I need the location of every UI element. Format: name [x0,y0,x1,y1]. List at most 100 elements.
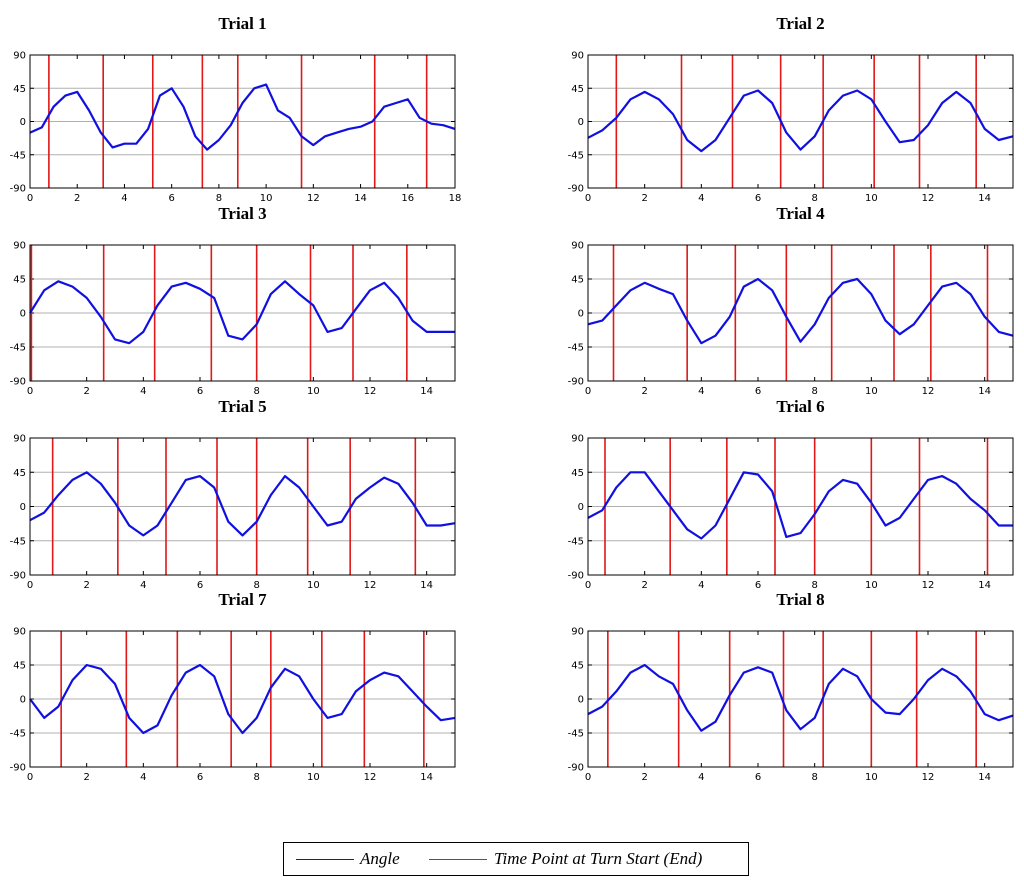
y-tick-label: 90 [13,241,26,252]
x-tick-label: 10 [865,580,878,591]
angle-series-line [29,83,456,151]
angle-series-line [29,663,456,735]
x-tick-label: 2 [641,580,647,591]
y-tick-label: 90 [13,434,26,445]
x-tick-label: 0 [27,580,33,591]
trial-panel: Trial 2 -90 -45 0 45 90 0 2 4 6 8 10 12 14 [568,14,1014,204]
y-tick-label: 90 [571,627,584,638]
y-tick-label: 45 [571,275,584,286]
plot-frame [29,630,456,768]
angle-series-line [29,280,455,345]
legend-angle-label: Angle [360,849,400,868]
x-tick-label: 10 [307,580,320,591]
x-tick-label: 4 [121,193,127,204]
x-tick-label: 4 [698,193,704,204]
chart-title: Trial 1 [218,14,266,33]
x-tick-label: 4 [698,386,704,397]
x-tick-label: 10 [865,193,878,204]
y-tick-label: 0 [578,117,584,128]
x-tick-label: 0 [585,386,591,397]
y-tick-label: 0 [20,117,26,128]
x-tick-label: 4 [698,772,704,783]
trial-panel: Trial 8 -90 -45 0 45 90 0 2 4 6 8 10 12 14 [568,590,1014,783]
x-tick-label: 4 [140,772,146,783]
y-tick-label: 0 [20,502,26,513]
x-tick-label: 6 [755,193,761,204]
y-tick-label: -90 [10,763,26,774]
y-tick-label: 90 [571,241,584,252]
x-tick-label: 8 [811,580,817,591]
y-tick-label: -90 [568,763,584,774]
chart-title: Trial 5 [218,397,266,416]
y-tick-label: -45 [568,729,584,740]
x-tick-label: 4 [698,580,704,591]
y-tick-label: 45 [571,468,584,479]
y-tick-label: -45 [10,536,26,547]
x-tick-label: 12 [307,193,320,204]
plot-frame [29,437,456,576]
y-tick-label: 45 [13,661,26,672]
plot-frame [587,244,1014,382]
x-tick-label: 2 [641,193,647,204]
x-tick-label: 10 [260,193,273,204]
x-tick-label: 8 [811,772,817,783]
x-tick-label: 0 [27,386,33,397]
x-tick-label: 4 [140,580,146,591]
x-tick-label: 0 [585,580,591,591]
x-tick-label: 0 [585,772,591,783]
y-tick-label: -45 [10,343,26,354]
trial-panel: Trial 1 -90 -45 0 45 90 0 2 4 6 8 10 12 14 16 18 [10,14,462,204]
x-tick-label: 2 [641,386,647,397]
x-tick-label: 14 [420,772,433,783]
x-tick-label: 10 [307,772,320,783]
x-tick-label: 12 [922,772,935,783]
x-tick-label: 14 [978,193,991,204]
x-tick-label: 12 [364,386,377,397]
trial-panel: Trial 3 -90 -45 0 45 90 0 2 4 6 8 10 12 14 [10,204,456,397]
y-tick-label: 90 [571,51,584,62]
y-tick-label: 90 [571,434,584,445]
chart-title: Trial 7 [218,590,267,609]
x-tick-label: 8 [253,386,259,397]
plot-frame [29,54,456,189]
x-tick-label: 12 [922,193,935,204]
y-tick-label: -90 [568,571,584,582]
x-tick-label: 8 [811,193,817,204]
x-tick-label: 12 [922,580,935,591]
x-tick-label: 2 [74,193,80,204]
y-tick-label: -90 [568,184,584,195]
x-tick-label: 8 [253,772,259,783]
chart-title: Trial 6 [776,397,824,416]
y-tick-label: 0 [578,502,584,513]
x-tick-label: 0 [27,772,33,783]
y-tick-label: -45 [568,536,584,547]
chart-title: Trial 3 [218,204,266,223]
y-tick-label: -45 [10,729,26,740]
y-tick-label: 45 [13,468,26,479]
x-tick-label: 12 [364,580,377,591]
x-tick-label: 6 [755,772,761,783]
x-tick-label: 6 [755,386,761,397]
chart-title: Trial 4 [776,204,825,223]
y-tick-label: 45 [13,275,26,286]
y-tick-label: 0 [578,695,584,706]
y-tick-label: 90 [13,627,26,638]
x-tick-label: 12 [364,772,377,783]
y-tick-label: 0 [20,695,26,706]
y-tick-label: -90 [568,377,584,388]
x-tick-label: 14 [420,580,433,591]
y-tick-label: -45 [10,150,26,161]
x-tick-label: 14 [978,580,991,591]
angle-series-line [587,663,1014,732]
x-tick-label: 6 [197,386,203,397]
y-tick-label: -90 [10,571,26,582]
x-tick-label: 8 [253,580,259,591]
x-tick-label: 4 [140,386,146,397]
x-tick-label: 14 [978,386,991,397]
x-tick-label: 8 [811,386,817,397]
y-tick-label: 90 [13,51,26,62]
legend-angle-swatch [296,859,354,860]
legend: Angle Time Point at Turn Start (End) [283,842,749,876]
